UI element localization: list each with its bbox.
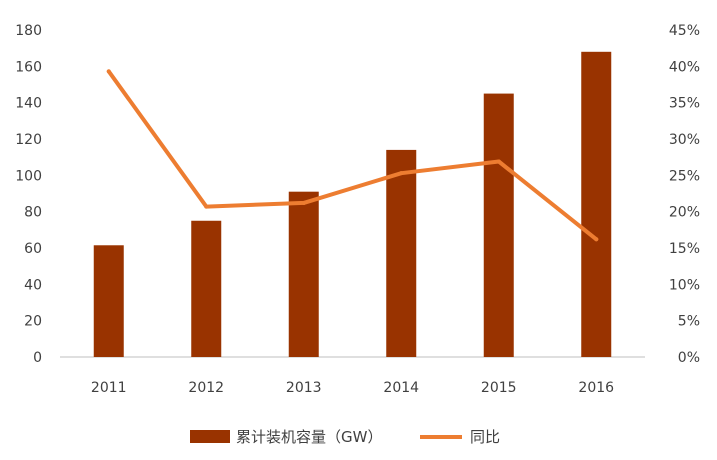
left-axis-tick-label: 120 — [15, 132, 42, 148]
left-axis-tick-label: 60 — [24, 241, 42, 257]
right-axis-tick-label: 35% — [669, 96, 700, 112]
bars-layer — [93, 51, 612, 358]
line-layer — [106, 69, 599, 242]
growth-rate-point-2013 — [301, 200, 306, 205]
left-axis-tick-label: 0 — [33, 350, 42, 366]
right-axis-tick-label: 0% — [678, 350, 700, 366]
x-axis-tick-label: 2012 — [188, 380, 224, 396]
legend-line-label: 同比 — [470, 428, 500, 446]
bar-2013 — [288, 191, 319, 357]
left-axis-ticks: 0 20 40 60 80 100 120 140 160 180 — [15, 23, 42, 366]
right-axis-tick-label: 5% — [678, 314, 700, 330]
bar-2011 — [93, 245, 124, 357]
x-axis-tick-label: 2016 — [578, 380, 614, 396]
right-axis-tick-label: 20% — [669, 205, 700, 221]
x-axis-tick-label: 2015 — [481, 380, 517, 396]
bar-2015 — [483, 93, 514, 357]
growth-rate-point-2016 — [594, 237, 599, 242]
growth-rate-point-2015 — [496, 159, 501, 164]
right-axis-tick-label: 40% — [669, 59, 700, 75]
right-axis-tick-label: 15% — [669, 241, 700, 257]
x-axis-tick-label: 2011 — [91, 380, 127, 396]
growth-rate-point-2014 — [399, 171, 404, 176]
left-axis-tick-label: 20 — [24, 314, 42, 330]
growth-rate-point-2011 — [106, 69, 111, 74]
left-axis-tick-label: 40 — [24, 277, 42, 293]
growth-rate-line — [106, 69, 599, 242]
right-axis-ticks: 0% 5% 10% 15% 20% 25% 30% 35% 40% 45% — [669, 23, 700, 366]
right-axis-tick-label: 45% — [669, 23, 700, 39]
legend: 累计装机容量（GW） 同比 — [190, 428, 500, 446]
bar-2016 — [581, 51, 612, 358]
growth-rate-point-2012 — [204, 204, 209, 209]
left-axis-tick-label: 160 — [15, 59, 42, 75]
right-axis-tick-label: 25% — [669, 168, 700, 184]
legend-bar-swatch — [190, 430, 230, 443]
bar-2012 — [191, 220, 222, 357]
left-axis-tick-label: 80 — [24, 205, 42, 221]
legend-bar-label: 累计装机容量（GW） — [236, 428, 382, 446]
bar-2014 — [386, 149, 417, 357]
x-axis-tick-label: 2014 — [383, 380, 419, 396]
x-axis-tick-label: 2013 — [286, 380, 322, 396]
left-axis-tick-label: 180 — [15, 23, 42, 39]
left-axis-tick-label: 100 — [15, 168, 42, 184]
left-axis-tick-label: 140 — [15, 96, 42, 112]
right-axis-tick-label: 30% — [669, 132, 700, 148]
right-axis-tick-label: 10% — [669, 277, 700, 293]
x-axis-ticks: 2011 2012 2013 2014 2015 2016 — [91, 380, 614, 396]
